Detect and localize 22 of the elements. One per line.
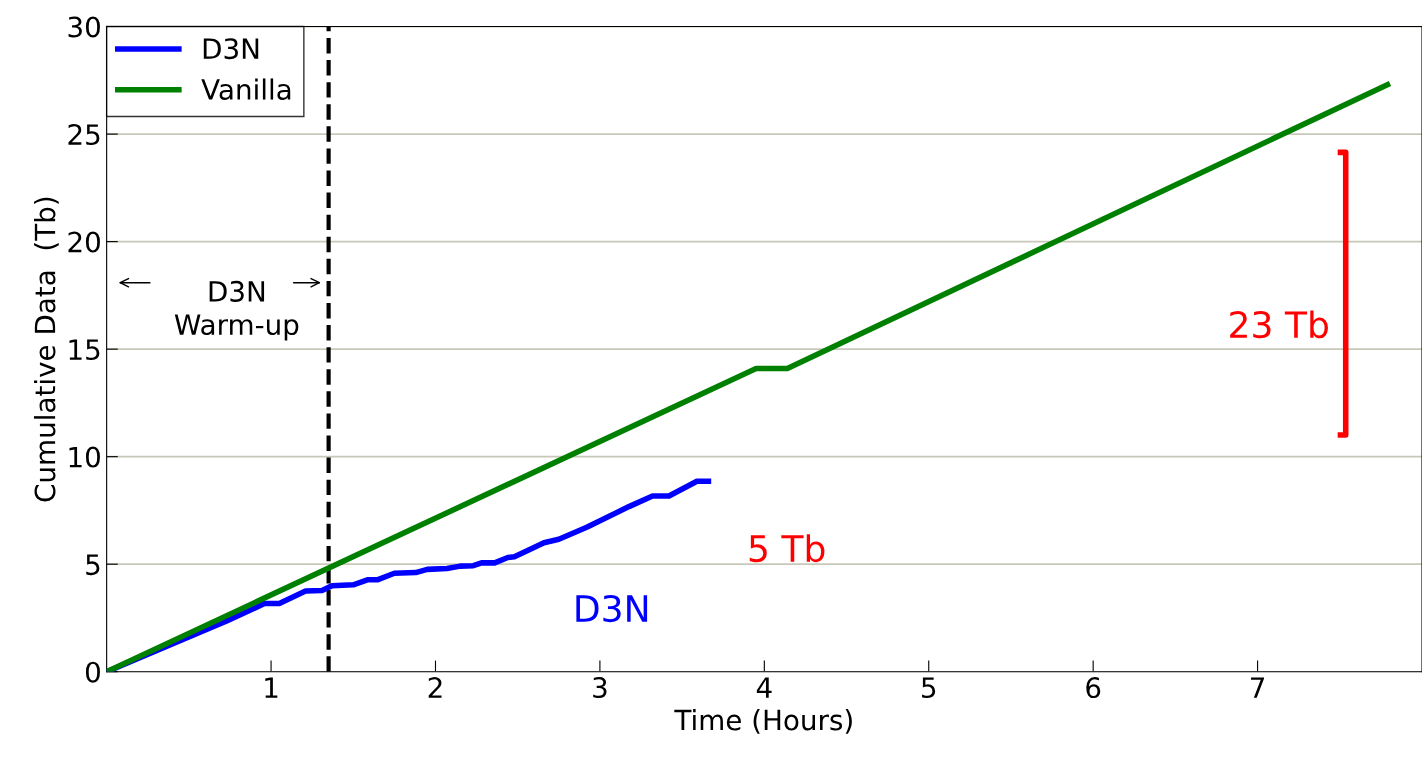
x-tick-label: 6: [1086, 677, 1101, 699]
x-tick-label: 4: [756, 677, 772, 698]
y-tick-label: 20: [68, 231, 100, 253]
annotation: 23 Tb: [1230, 310, 1328, 339]
annotation: 5 Tb: [749, 534, 825, 563]
y-tick-label: 10: [69, 446, 100, 468]
legend-label: D3N: [203, 38, 259, 60]
annotation: D3N Warm-up: [174, 280, 299, 341]
x-tick-label: 2: [428, 677, 442, 698]
x-tick-label: 7: [1251, 677, 1265, 698]
y-axis-title: Cumulative Data (Tb): [34, 197, 59, 502]
annotation: D3N: [576, 594, 648, 623]
x-axis-title: Time (Hours): [674, 709, 852, 734]
y-tick-label: 0: [85, 661, 100, 683]
y-tick-label: 30: [68, 16, 100, 38]
x-tick-label: 3: [593, 677, 607, 699]
x-tick-label: 1: [265, 677, 278, 698]
y-tick-label: 15: [69, 339, 100, 361]
y-tick-label: 5: [86, 554, 100, 576]
legend-label: Vanilla: [201, 78, 291, 100]
x-tick-label: 5: [922, 677, 936, 699]
y-tick-label: 25: [68, 124, 100, 146]
